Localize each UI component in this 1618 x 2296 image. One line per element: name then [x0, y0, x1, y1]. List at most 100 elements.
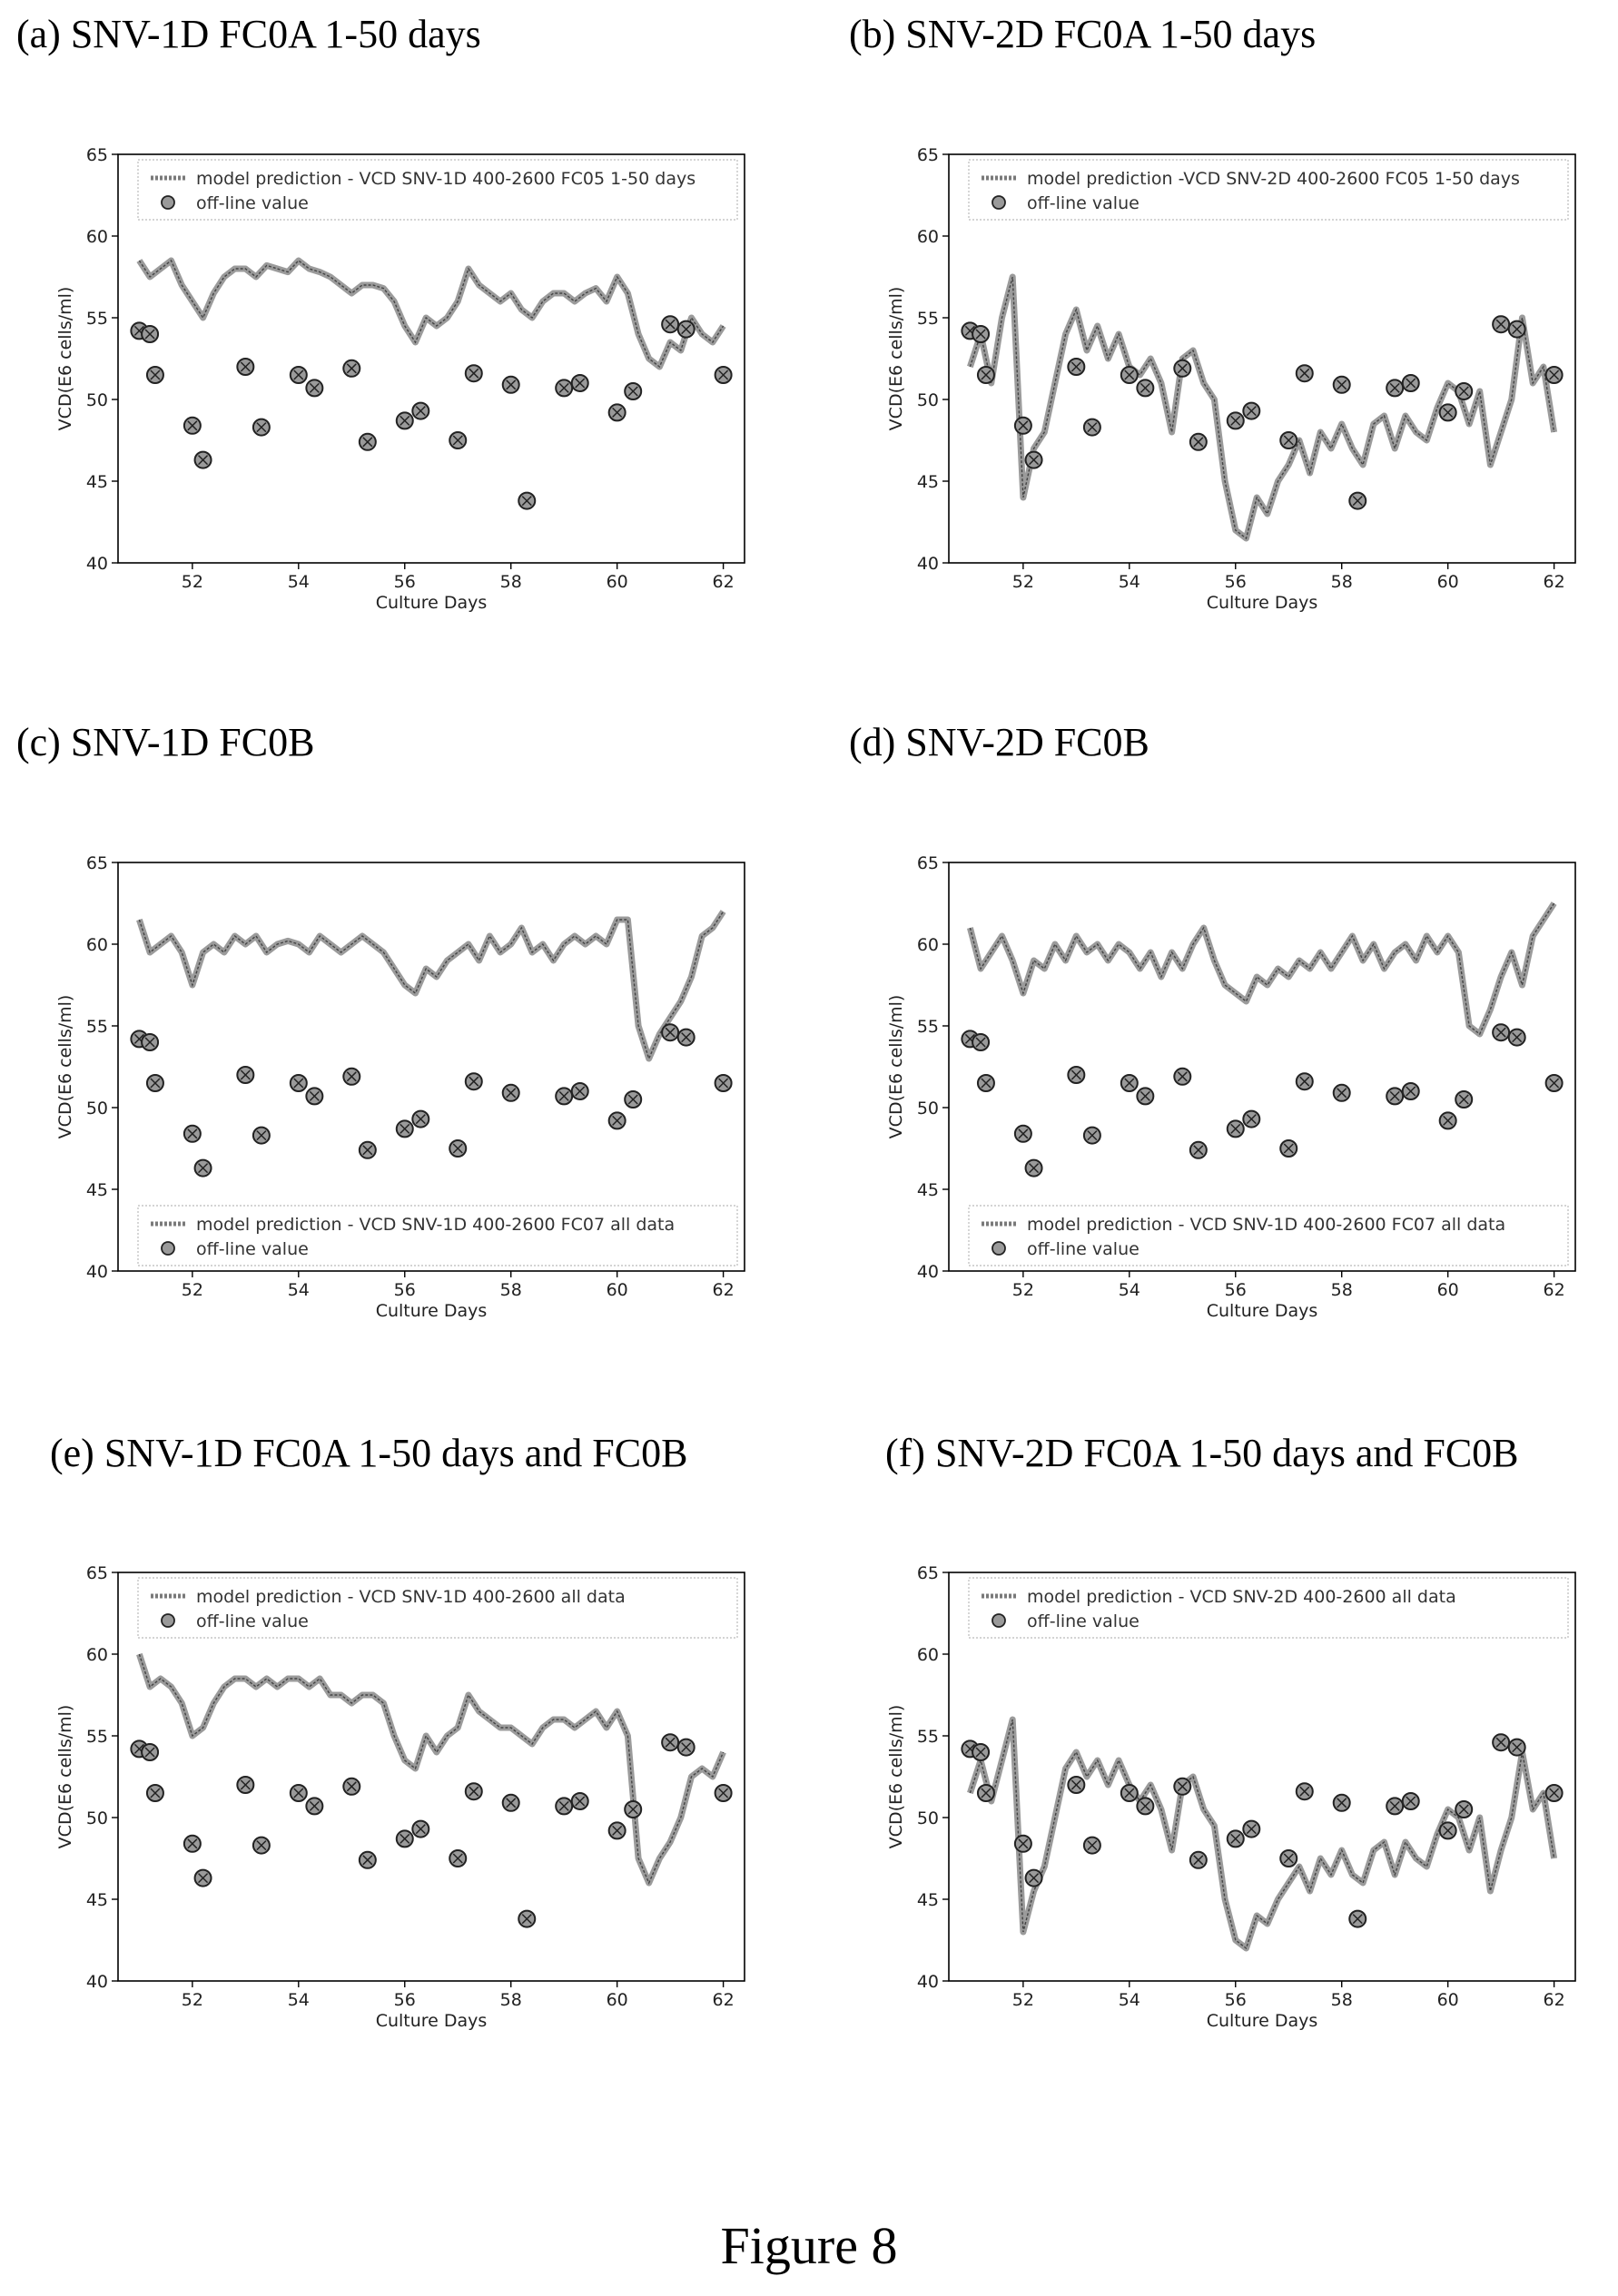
offline-point: [183, 1124, 202, 1143]
chart-f: 52 54 56 58 60 62 40 45 50 55 60 65 Culture Days VCD(…: [886, 1563, 1576, 2031]
y-tick-label: 45: [917, 1890, 939, 1910]
x-tick-label: 58: [500, 1990, 522, 2010]
legend-offline-label: off-line value: [196, 1239, 309, 1259]
chart-c: 52 54 56 58 60 62 40 45 50 55 60 65 Culture Days VCD(…: [55, 853, 745, 1321]
offline-point: [1492, 1023, 1511, 1042]
legend-offline-label: off-line value: [196, 193, 309, 213]
legend-prediction-label: model prediction - VCD SNV-1D 400-2600 F…: [196, 169, 696, 189]
y-tick-label: 55: [917, 1017, 939, 1037]
offline-point: [676, 1738, 696, 1757]
legend-marker-swatch: [992, 1613, 1006, 1628]
offline-point: [358, 432, 377, 451]
offline-point: [1507, 320, 1526, 339]
y-tick-label: 40: [86, 1262, 108, 1282]
offline-point: [570, 1792, 589, 1810]
offline-point: [193, 1868, 212, 1887]
x-tick-label: 52: [1012, 572, 1034, 592]
offline-point: [305, 1797, 324, 1816]
offline-point: [676, 1028, 696, 1047]
offline-point: [624, 382, 643, 400]
x-axis-label: Culture Days: [1207, 1301, 1318, 1321]
offline-point: [1067, 358, 1086, 376]
plot-frame: [117, 862, 745, 1272]
offline-point: [1544, 1074, 1564, 1092]
prediction-line: [967, 902, 1557, 1038]
plot-frame: [117, 153, 745, 564]
offline-point: [1024, 450, 1043, 469]
panel-d-title: (d) SNV-2D FC0B: [849, 720, 1149, 764]
offline-point: [555, 1087, 574, 1106]
x-tick-label: 54: [288, 572, 310, 592]
x-tick-label: 54: [288, 1280, 310, 1300]
offline-point: [555, 1797, 574, 1816]
offline-point: [972, 1743, 991, 1761]
prediction-line: [136, 257, 726, 370]
offline-point: [501, 1793, 520, 1812]
y-tick-label: 55: [86, 1727, 108, 1747]
chart-d: 52 54 56 58 60 62 40 45 50 55 60 65 Culture Days VCD(…: [886, 853, 1576, 1321]
offline-point: [714, 366, 733, 384]
y-axis-label: VCD(E6 cells/ml): [886, 287, 906, 431]
offline-point: [1438, 1821, 1457, 1840]
legend: model prediction - VCD SNV-1D 400-2600 a…: [137, 1577, 738, 1639]
offline-point: [976, 366, 995, 384]
offline-point: [607, 1821, 626, 1840]
offline-point: [411, 401, 430, 420]
offline-point: [1067, 1776, 1086, 1794]
offline-point: [358, 1850, 377, 1869]
y-tick-label: 40: [86, 554, 108, 574]
offline-point: [624, 1800, 643, 1818]
legend-prediction-label: model prediction - VCD SNV-2D 400-2600 a…: [1027, 1587, 1456, 1607]
offline-point: [972, 1033, 991, 1051]
offline-point: [1401, 1792, 1420, 1810]
legend-offline-label: off-line value: [196, 1611, 309, 1631]
offline-point: [1386, 1087, 1405, 1106]
offline-point: [305, 379, 324, 398]
x-tick-label: 62: [713, 1280, 735, 1300]
legend-offline-label: off-line value: [1027, 193, 1140, 213]
x-tick-label: 60: [1437, 572, 1459, 592]
y-tick-label: 50: [917, 1808, 939, 1828]
x-tick-label: 62: [713, 1990, 735, 2010]
x-tick-label: 60: [1437, 1990, 1459, 2010]
x-tick-label: 52: [1012, 1990, 1034, 2010]
legend-marker-swatch: [161, 1613, 175, 1628]
offline-point: [555, 379, 574, 398]
offline-point: [1189, 1140, 1208, 1159]
offline-point: [714, 1074, 733, 1092]
legend-prediction-label: model prediction -VCD SNV-2D 400-2600 FC…: [1027, 169, 1520, 189]
offline-point: [570, 374, 589, 392]
y-axis-label: VCD(E6 cells/ml): [55, 1705, 75, 1849]
plot-frame: [948, 862, 1576, 1272]
offline-point: [464, 1782, 483, 1801]
offline-point: [449, 1849, 468, 1867]
offline-point: [1120, 366, 1139, 384]
offline-point: [1279, 1849, 1298, 1867]
offline-point: [1332, 1793, 1351, 1812]
y-axis-label: VCD(E6 cells/ml): [886, 1705, 906, 1849]
offline-point: [252, 418, 271, 437]
figure-caption: Figure 8: [720, 2216, 898, 2275]
x-tick-label: 52: [182, 572, 203, 592]
offline-point: [1024, 1158, 1043, 1178]
x-tick-label: 58: [500, 572, 522, 592]
offline-point: [145, 1784, 164, 1802]
x-tick-label: 58: [1331, 1990, 1353, 2010]
offline-point: [1386, 1797, 1405, 1816]
y-tick-label: 45: [86, 1180, 108, 1200]
offline-point: [183, 1834, 202, 1853]
x-tick-label: 52: [1012, 1280, 1034, 1300]
offline-point: [1173, 1777, 1192, 1796]
offline-point: [1492, 1733, 1511, 1752]
offline-point: [1024, 1868, 1043, 1887]
y-tick-label: 50: [86, 1808, 108, 1828]
offline-point: [1082, 418, 1101, 437]
offline-point: [501, 375, 520, 394]
legend-marker-swatch: [161, 1241, 175, 1256]
legend-marker-swatch: [992, 195, 1006, 210]
prediction-line-texture: [969, 1719, 1555, 1950]
offline-point: [411, 1109, 430, 1128]
x-axis-label: Culture Days: [1207, 593, 1318, 613]
offline-point: [1455, 1090, 1474, 1109]
y-tick-label: 60: [917, 1645, 939, 1665]
